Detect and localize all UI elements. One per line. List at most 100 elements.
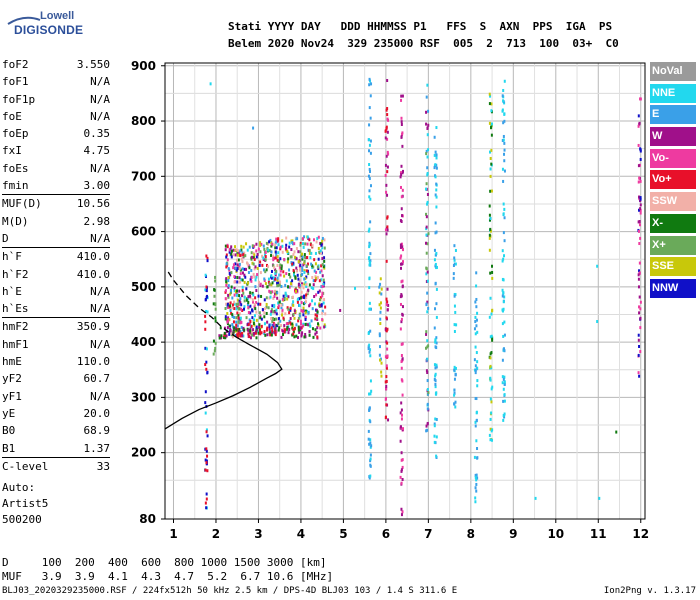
echo-point — [319, 326, 322, 330]
echo-point — [501, 277, 504, 281]
echo-point — [273, 322, 276, 326]
echo-point — [321, 239, 324, 243]
param-name: hmF1 — [2, 337, 29, 351]
echo-point — [638, 176, 641, 180]
echo-point — [236, 335, 239, 339]
echo-point — [490, 125, 493, 129]
echo-point — [312, 287, 315, 291]
echo-point — [298, 279, 301, 283]
echo-point — [275, 330, 278, 334]
echo-point — [314, 317, 317, 321]
echo-point — [638, 195, 641, 199]
echo-point — [379, 317, 382, 321]
echo-point — [435, 153, 438, 157]
param-name: foE — [2, 109, 22, 123]
echo-point — [425, 225, 428, 229]
echo-point — [308, 238, 311, 242]
echo-point — [316, 275, 319, 279]
echo-point — [384, 327, 387, 331]
echo-point — [242, 326, 245, 330]
echo-point — [284, 328, 287, 332]
echo-point — [425, 110, 428, 114]
echo-point — [502, 138, 505, 142]
param-name: foEp — [2, 127, 29, 141]
echo-point — [274, 268, 277, 272]
echo-point — [490, 387, 493, 391]
echo-point — [400, 413, 403, 417]
echo-point — [309, 256, 312, 260]
echo-point — [453, 262, 456, 266]
echo-point — [385, 108, 388, 112]
echo-point — [300, 326, 303, 330]
legend-item-voplus: Vo+ — [650, 170, 696, 190]
echo-point — [435, 230, 438, 234]
y-tick-label: 800 — [131, 114, 156, 128]
echo-point — [230, 331, 233, 335]
echo-point — [489, 189, 492, 193]
echo-point — [239, 316, 242, 320]
param-row: foEp 0.35 — [2, 125, 110, 142]
y-tick-label: 200 — [131, 446, 156, 460]
echo-point — [232, 320, 235, 324]
echo-point — [281, 239, 284, 243]
echo-point — [304, 277, 307, 281]
echo-point — [266, 333, 269, 337]
echo-point — [288, 311, 291, 315]
echo-point — [502, 134, 505, 138]
echo-point — [275, 317, 278, 321]
echo-point — [453, 368, 456, 372]
param-name: foF1 — [2, 75, 29, 89]
echo-point — [475, 297, 478, 301]
echo-point — [264, 255, 267, 259]
echo-point — [503, 169, 506, 173]
echo-point — [474, 364, 477, 368]
echo-point — [491, 308, 494, 312]
echo-point — [270, 274, 273, 278]
echo-point — [475, 411, 478, 415]
echo-point — [285, 322, 288, 326]
echo-point — [268, 331, 271, 335]
echo-point — [453, 388, 456, 392]
echo-point — [368, 350, 371, 354]
echo-point — [637, 353, 640, 357]
echo-point — [400, 280, 403, 284]
echo-point — [502, 418, 505, 422]
echo-point — [637, 220, 640, 224]
echo-point — [308, 304, 311, 308]
echo-point — [489, 352, 492, 356]
param-row: foF1 N/A — [2, 73, 110, 90]
echo-point — [425, 227, 428, 231]
echo-point — [386, 79, 389, 83]
echo-point — [639, 147, 642, 151]
echo-point — [239, 272, 242, 276]
echo-point — [245, 267, 248, 271]
echo-point — [503, 375, 506, 379]
echo-point — [258, 311, 261, 315]
echo-point — [488, 92, 491, 96]
echo-point — [435, 363, 438, 367]
echo-point — [237, 314, 240, 318]
echo-point — [280, 306, 283, 310]
echo-point — [279, 257, 282, 261]
echo-point — [274, 333, 277, 337]
echo-point — [261, 284, 264, 288]
param-value: N/A — [90, 161, 110, 175]
echo-point — [270, 308, 273, 312]
echo-point — [426, 392, 429, 396]
echo-point — [232, 263, 235, 267]
echo-point — [295, 266, 298, 270]
echo-point — [289, 321, 292, 325]
echo-point — [264, 258, 267, 262]
echo-point — [322, 278, 325, 282]
echo-point — [475, 482, 478, 486]
echo-point — [252, 293, 255, 297]
echo-point — [301, 237, 304, 241]
echo-point — [247, 311, 250, 315]
echo-point — [214, 319, 217, 323]
echo-point — [252, 333, 255, 337]
echo-point — [288, 327, 291, 331]
echo-point — [434, 382, 437, 386]
echo-point — [317, 257, 320, 261]
echo-point — [322, 301, 325, 305]
echo-point — [259, 314, 262, 318]
